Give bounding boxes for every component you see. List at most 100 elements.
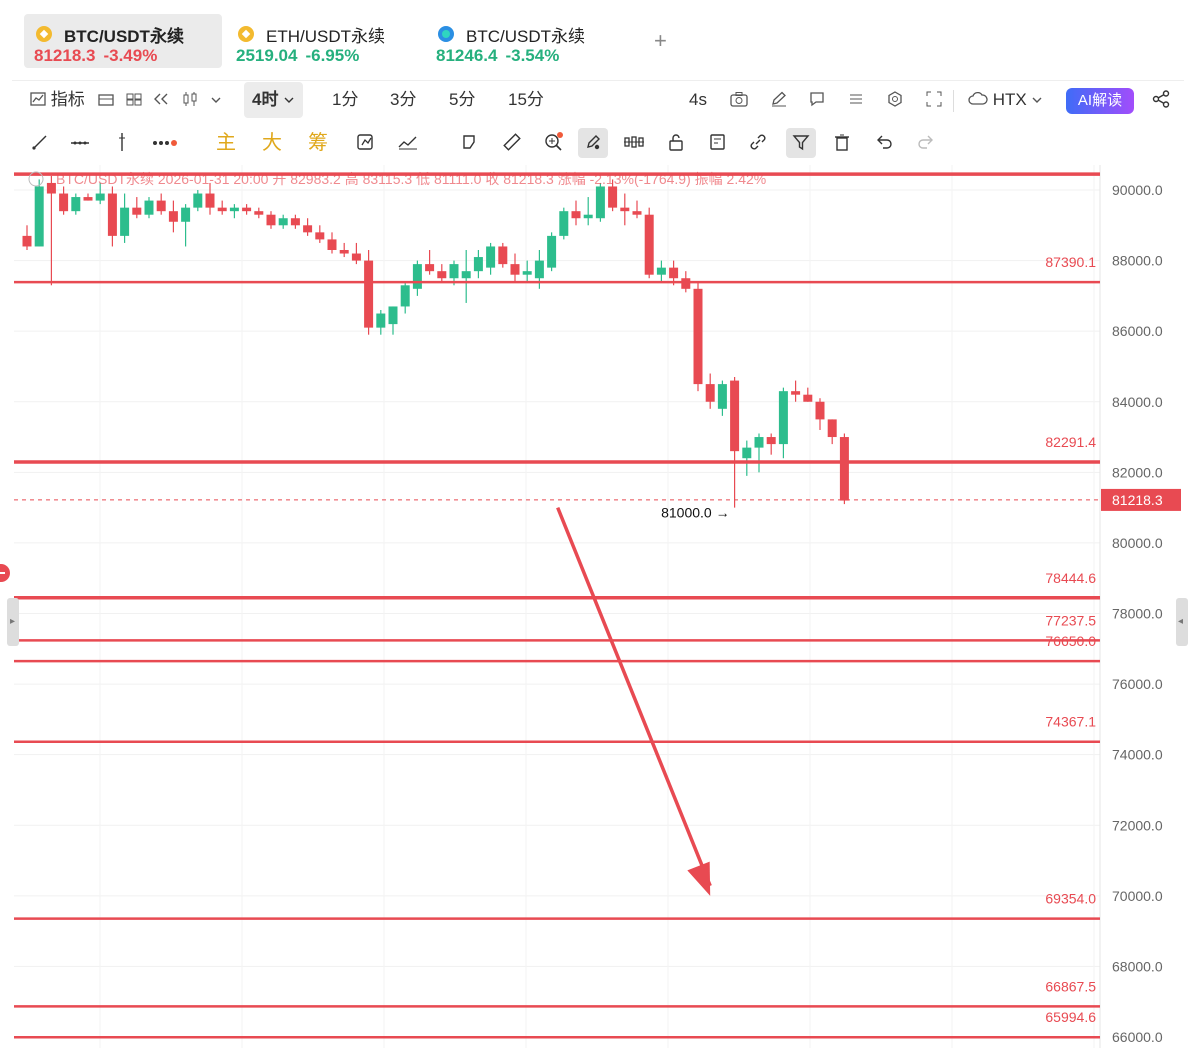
pattern-icon[interactable] [394,128,422,158]
candle-body [656,267,666,275]
annotation-icon[interactable] [456,128,484,158]
grid [14,165,1101,1048]
candle-body [644,214,654,275]
interval-4h[interactable]: 4时 [244,82,304,118]
interval-5m[interactable]: 5分 [449,90,476,109]
candle-body [669,267,679,279]
candle-mode-icon[interactable] [620,128,648,158]
candle-body [559,211,569,236]
refresh-interval[interactable]: 4s [689,90,707,109]
chart-type-icon[interactable] [182,82,200,118]
candle-body [839,437,849,501]
exchange-select[interactable]: HTX [968,82,1043,118]
main-tool-button[interactable]: 主 [216,132,236,154]
chip-tool-button[interactable]: 筹 [308,132,328,154]
interval-15m[interactable]: 15分 [508,90,544,109]
info-eye-icon[interactable] [28,171,44,187]
price-level-label: 87390.1 [1045,254,1096,270]
edit-list-icon[interactable] [704,128,732,158]
candle-body [242,207,252,212]
candle-body [778,391,788,445]
candle-body [120,207,130,236]
replay-icon[interactable] [152,82,170,118]
y-tick-label: 80000.0 [1112,535,1163,551]
candle-body [815,401,825,420]
magnet-draw-icon[interactable] [578,128,608,158]
more-tools-icon[interactable] [148,128,182,158]
link-icon[interactable] [744,128,772,158]
trend-line-icon[interactable] [26,128,54,158]
vertical-line-icon[interactable] [108,128,136,158]
candle-body [364,260,374,328]
candle-body [83,197,93,201]
candle-body [571,211,581,219]
candle-body [803,394,813,402]
candle-body [22,235,32,247]
share-icon[interactable] [1152,82,1170,118]
big-tool-button[interactable]: 大 [262,132,282,154]
candle-body [351,253,361,261]
fullscreen-icon[interactable] [926,82,942,118]
price-level-label: 78444.6 [1045,570,1096,586]
tab-eth-usdt-perp[interactable]: ETH/USDT永续 2519.04 -6.95% [226,14,416,68]
list-icon[interactable] [848,82,864,118]
candle-body [400,285,410,307]
candle-body [583,214,593,219]
candle-body [95,193,105,201]
horizontal-line-icon[interactable] [66,128,94,158]
candle-body [229,207,239,212]
y-tick-label: 72000.0 [1112,817,1163,833]
redo-icon[interactable] [912,128,940,158]
y-tick-label: 76000.0 [1112,676,1163,692]
camera-icon[interactable] [730,82,748,118]
tab-name: BTC/USDT永续 [64,27,184,46]
indicator-label: 指标 [50,90,85,109]
price-level-label: 66867.5 [1045,978,1096,994]
zoom-in-icon[interactable] [540,128,568,158]
y-tick-label: 66000.0 [1112,1029,1163,1045]
template-icon[interactable] [98,82,114,118]
tab-name: BTC/USDT永续 [466,27,585,46]
candle-body [498,246,508,265]
price-level-label: 82291.4 [1045,434,1096,450]
price-axis: 90000.0 88000.0 86000.0 84000.0 82000.0 80000… [1112,182,1163,1045]
interval-3m[interactable]: 3分 [390,90,417,109]
tab-btc-usdt-perp-htx[interactable]: BTC/USDT永续 81246.4 -3.54% [426,14,616,68]
unlock-icon[interactable] [662,128,690,158]
left-panel-handle[interactable] [7,598,19,646]
right-panel-handle[interactable] [1176,598,1188,646]
chevron-down-icon[interactable] [210,82,222,118]
interval-1m[interactable]: 1分 [332,90,359,109]
settings-icon[interactable] [887,82,903,118]
filter-icon[interactable] [786,128,816,158]
price-level-label: 65994.6 [1045,1009,1096,1025]
candle-body [461,271,471,279]
layout-icon[interactable] [126,82,142,118]
undo-icon[interactable] [870,128,898,158]
candle-body [608,186,618,208]
tab-change: -3.49% [103,46,158,65]
ai-analysis-button[interactable]: AI解读 [1066,88,1134,114]
candle-body [107,193,117,236]
add-tab-icon[interactable]: + [654,28,667,53]
remove-icon[interactable] [0,564,10,582]
candle-body [473,257,483,272]
candle-body [705,384,715,402]
candle-body [315,232,325,240]
chevron-down-icon [284,97,294,103]
candle-body [681,278,691,289]
tab-btc-usdt-perp[interactable]: BTC/USDT永续 81218.3 -3.49% [24,14,222,68]
delete-icon[interactable] [828,128,856,158]
candle-body [717,384,727,409]
candle-body [217,207,227,212]
pencil-icon[interactable] [770,82,788,118]
ruler-icon[interactable] [498,128,526,158]
candle-body [132,207,142,215]
candle-body [278,218,288,226]
comment-icon[interactable] [809,82,825,118]
sync-icon[interactable] [352,128,380,158]
tab-price: 81218.3 [34,46,96,65]
indicator-button[interactable]: 指标 [30,82,85,118]
candle-body [254,211,264,215]
